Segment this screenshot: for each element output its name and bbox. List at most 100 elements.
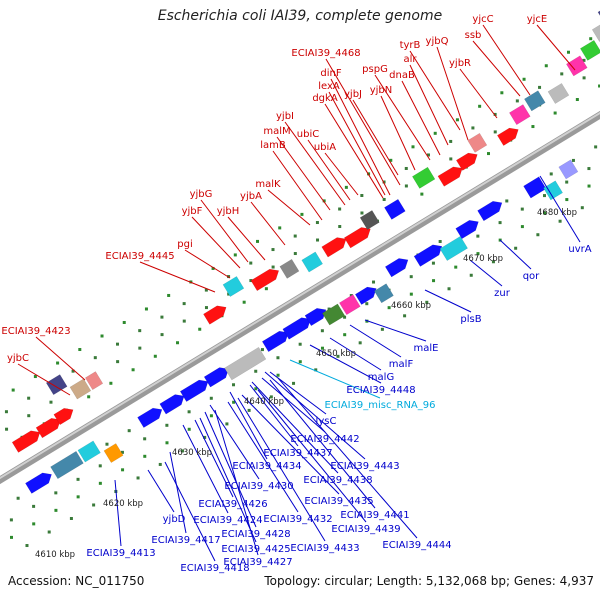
leader-line <box>459 68 498 119</box>
ring-dot <box>433 131 437 135</box>
ring-dot <box>409 275 413 279</box>
kbp-tick-label: 4670 kbp <box>463 254 503 264</box>
gene-label: dgkA <box>312 93 337 104</box>
gene-box <box>509 104 531 126</box>
ring-dot <box>476 252 480 256</box>
gene-label: yjbN <box>370 85 393 96</box>
ring-dot <box>571 158 575 162</box>
gene-box <box>339 294 361 316</box>
gene-arrow <box>35 418 61 439</box>
ring-dot <box>121 468 125 472</box>
ring-dot <box>180 449 184 453</box>
gene-label: ECIAI39_4438 <box>303 475 372 486</box>
leader-line <box>249 384 299 447</box>
leader-line <box>114 479 122 547</box>
leader-line <box>264 371 366 460</box>
ring-dot <box>278 226 282 230</box>
leader-line <box>539 175 581 243</box>
ring-dot <box>271 265 275 269</box>
ring-dot <box>153 354 157 358</box>
gene-box <box>222 276 245 297</box>
gene-arrow <box>437 166 463 187</box>
ring-dot <box>92 503 96 507</box>
leader-line <box>204 411 257 528</box>
ring-dot <box>344 185 348 189</box>
ring-dot <box>320 346 324 350</box>
gene-label: ECIAI39_4423 <box>1 326 70 337</box>
gene-label: yjbH <box>217 206 240 217</box>
leader-line <box>380 95 416 171</box>
ring-dot <box>32 504 36 508</box>
ring-dot <box>298 360 302 364</box>
ring-dot <box>198 327 202 331</box>
gene-label: ECIAI39_misc_RNA_96 <box>325 400 436 411</box>
leader-line <box>276 136 331 211</box>
genome-summary-text: Topology: circular; Length: 5,132,068 bp… <box>264 574 594 588</box>
ring-dot <box>27 396 31 400</box>
gene-label: ECIAI39_4468 <box>291 48 360 59</box>
ring-dot <box>293 252 297 256</box>
ring-dot <box>233 253 237 257</box>
gene-box <box>224 346 267 381</box>
kbp-tick-label: 4650 kbp <box>316 349 356 359</box>
gene-label: ECIAI39_4439 <box>331 524 400 535</box>
gene-box <box>279 258 300 279</box>
ring-dot <box>32 522 36 526</box>
leader-line <box>199 417 257 543</box>
ring-dot <box>254 369 258 373</box>
ring-dot <box>565 198 569 202</box>
ring-dot <box>372 280 376 284</box>
accession-text: Accession: NC_011750 <box>8 574 145 588</box>
gene-arrow <box>159 394 185 415</box>
ring-dot <box>247 408 251 412</box>
ring-dot <box>514 246 518 250</box>
leader-line <box>35 336 86 381</box>
ring-dot <box>49 400 53 404</box>
ring-dot <box>420 192 424 196</box>
gene-label: ECIAI39_4444 <box>382 540 451 551</box>
ring-dot <box>160 315 164 319</box>
gene-label: yjbR <box>449 58 471 69</box>
gene-arrow <box>354 286 377 305</box>
leader-line <box>409 64 449 146</box>
ring-dot <box>136 476 140 480</box>
ring-dot <box>558 219 562 223</box>
gene-label: lexA <box>318 81 340 92</box>
gene-label: malE <box>414 343 439 354</box>
gene-box <box>597 10 600 17</box>
gene-arrow <box>179 379 209 403</box>
gene-box <box>524 90 546 112</box>
ring-dot <box>249 261 253 265</box>
ring-dot <box>182 302 186 306</box>
gene-label: ubiC <box>297 129 319 140</box>
gene-box <box>84 371 104 391</box>
gene-box <box>103 443 124 464</box>
gene-label: ECIAI39_4435 <box>304 496 373 507</box>
gene-box <box>558 159 579 180</box>
ring-dot <box>182 319 186 323</box>
ring-dot <box>320 329 324 333</box>
ring-dot <box>447 287 451 291</box>
ring-dot <box>491 260 495 264</box>
gene-arrow <box>496 127 519 146</box>
ring-dot <box>338 207 342 211</box>
gene-label: yjbD <box>163 514 186 525</box>
leader-line <box>284 121 346 206</box>
gene-arrow <box>343 227 371 249</box>
gene-label: ssb <box>465 30 482 41</box>
gene-label: uvrA <box>568 244 591 255</box>
gene-arrow <box>455 219 479 240</box>
ring-dot <box>242 300 246 304</box>
ring-dot <box>256 239 260 243</box>
ring-dot <box>9 518 13 522</box>
leader-line <box>194 419 234 498</box>
ring-dot <box>47 530 51 534</box>
ring-dot <box>336 354 340 358</box>
leader-line <box>409 50 461 131</box>
gene-label: ECIAI39_4433 <box>290 543 359 554</box>
gene-features <box>11 10 600 494</box>
ring-dot <box>538 85 542 89</box>
ring-dot <box>426 153 430 157</box>
gene-label: zur <box>494 288 511 299</box>
ring-dot <box>387 306 391 310</box>
